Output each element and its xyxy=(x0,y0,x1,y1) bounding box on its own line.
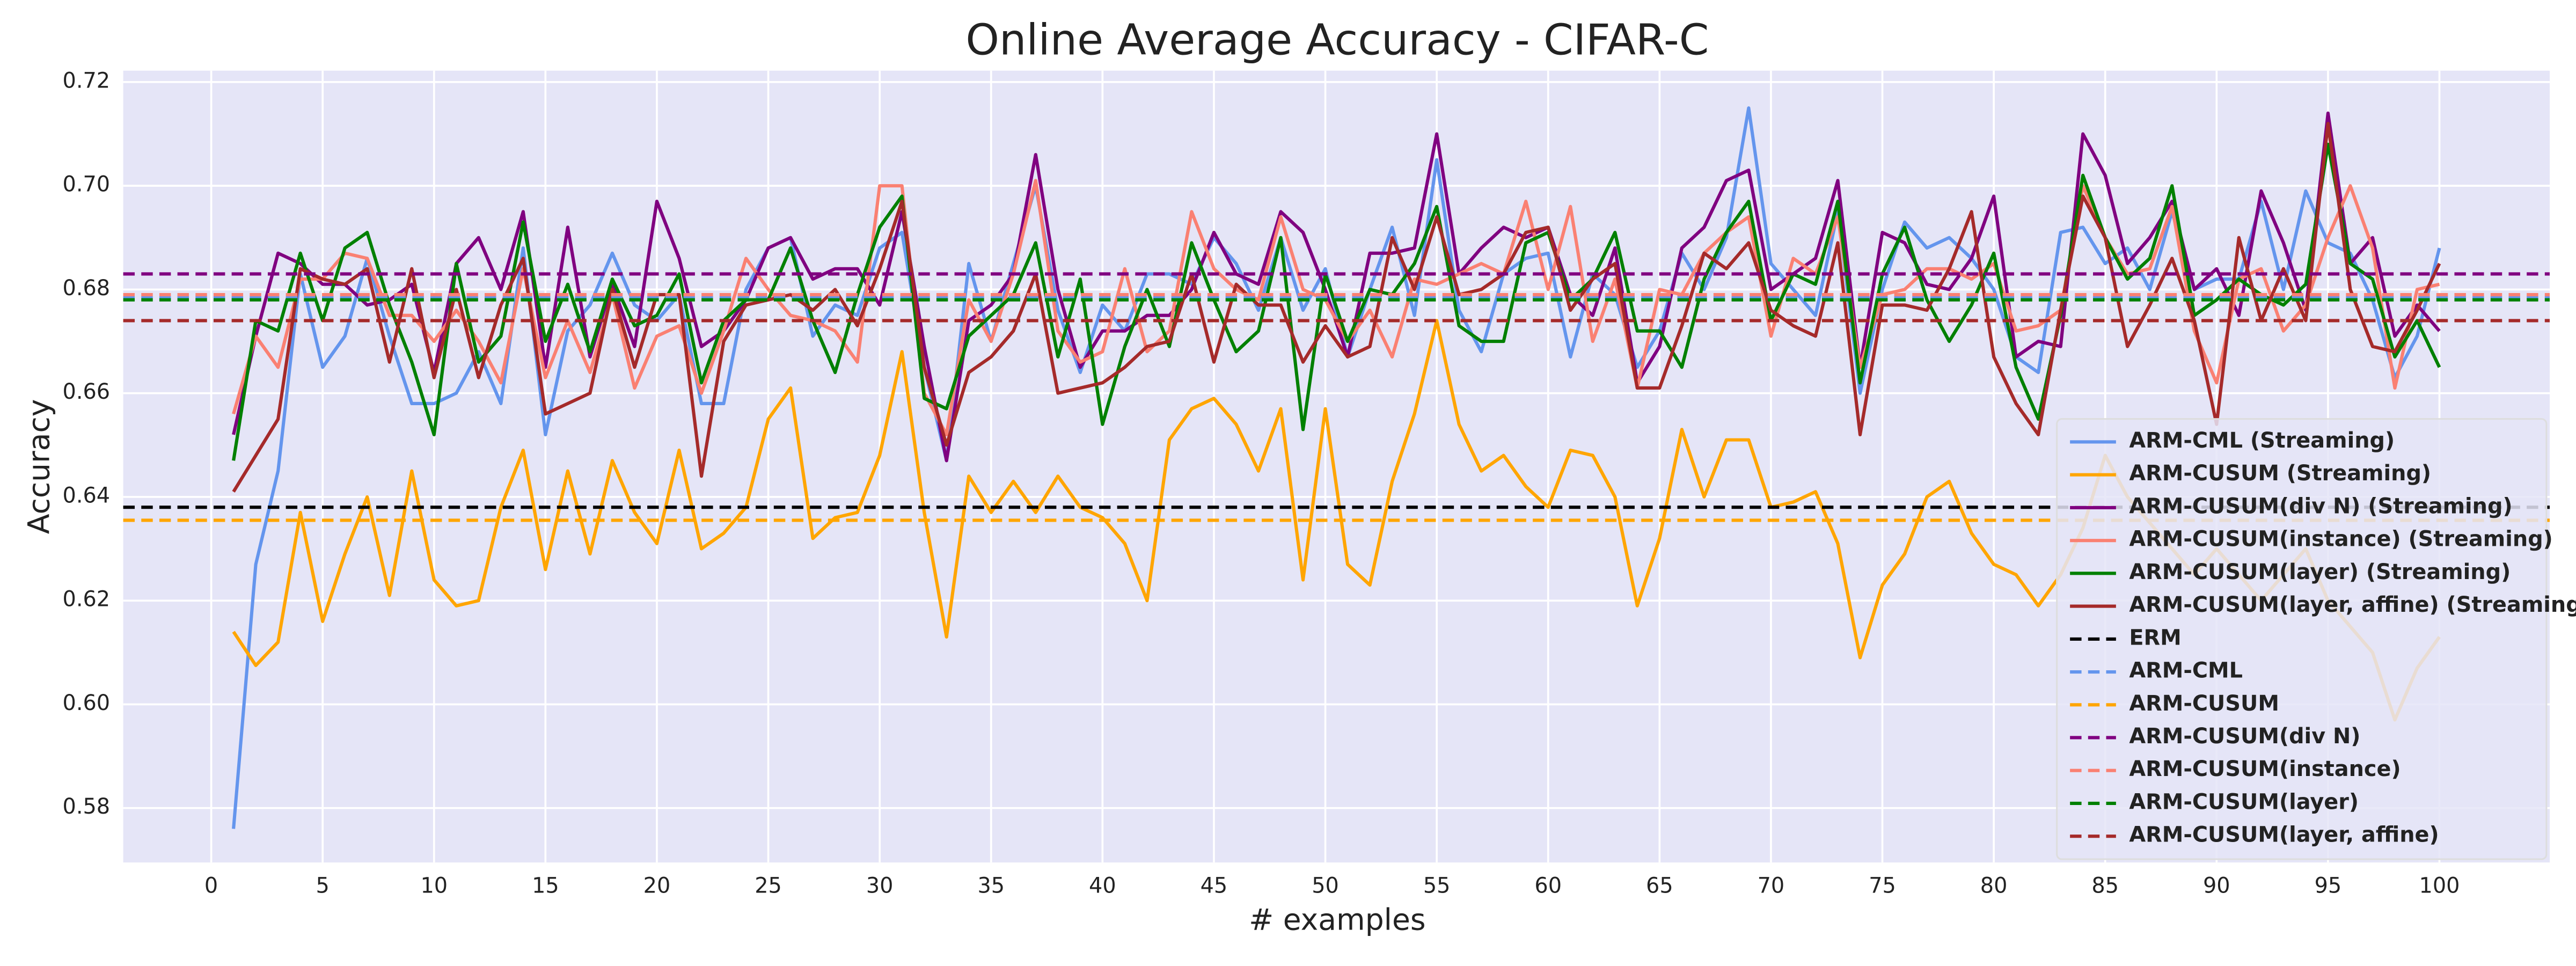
legend-label: ARM-CUSUM(layer, affine) xyxy=(2129,823,2439,847)
x-tick-label: 5 xyxy=(316,874,330,898)
legend-label: ARM-CML xyxy=(2129,658,2243,683)
y-tick-label: 0.60 xyxy=(63,691,111,715)
legend-label: ARM-CUSUM(div N) xyxy=(2129,724,2360,749)
x-tick-label: 90 xyxy=(2203,874,2230,898)
legend-label: ARM-CUSUM(instance) xyxy=(2129,757,2401,781)
x-tick-label: 35 xyxy=(977,874,1005,898)
legend-label: ARM-CUSUM xyxy=(2129,691,2279,716)
series-line xyxy=(232,122,2441,493)
x-tick-label: 100 xyxy=(2419,874,2460,898)
x-tick-label: 15 xyxy=(532,874,559,898)
x-tick-label: 50 xyxy=(1312,874,1339,898)
x-tick-label: 65 xyxy=(1646,874,1673,898)
x-tick-label: 45 xyxy=(1201,874,1228,898)
x-tick-label: 60 xyxy=(1534,874,1562,898)
x-tick-label: 70 xyxy=(1758,874,1785,898)
legend-label: ARM-CUSUM(layer, affine) (Streaming) xyxy=(2129,592,2576,617)
legend-label: ARM-CUSUM(div N) (Streaming) xyxy=(2129,494,2512,518)
x-tick-label: 95 xyxy=(2315,874,2342,898)
x-tick-label: 10 xyxy=(420,874,448,898)
y-tick-label: 0.64 xyxy=(63,483,111,508)
y-tick-label: 0.58 xyxy=(63,794,111,819)
x-tick-label: 75 xyxy=(1869,874,1896,898)
legend-label: ERM xyxy=(2129,625,2181,650)
y-tick-label: 0.62 xyxy=(63,587,111,612)
x-tick-label: 40 xyxy=(1089,874,1116,898)
legend-box xyxy=(2056,418,2548,860)
legend-label: ARM-CUSUM(layer) xyxy=(2129,789,2359,814)
y-tick-label: 0.66 xyxy=(63,379,111,404)
legend-label: ARM-CML (Streaming) xyxy=(2129,428,2395,453)
x-tick-label: 20 xyxy=(643,874,671,898)
x-tick-label: 30 xyxy=(866,874,894,898)
y-tick-label: 0.68 xyxy=(63,276,111,301)
y-axis-label: Accuracy xyxy=(22,399,56,535)
legend-label: ARM-CUSUM(layer) (Streaming) xyxy=(2129,560,2511,584)
y-tick-label: 0.70 xyxy=(63,172,111,197)
x-tick-label: 80 xyxy=(1980,874,2008,898)
legend-label: ARM-CUSUM (Streaming) xyxy=(2129,461,2431,486)
x-axis-label: # examples xyxy=(1249,902,1426,936)
lines xyxy=(123,106,2550,829)
legend-label: ARM-CUSUM(instance) (Streaming) xyxy=(2129,527,2553,552)
x-tick-label: 85 xyxy=(2091,874,2119,898)
x-tick-label: 25 xyxy=(755,874,782,898)
legend: ARM-CML (Streaming) ARM-CUSUM (Streaming)… xyxy=(2056,418,2576,860)
y-tick-label: 0.72 xyxy=(63,68,111,93)
chart-title: Online Average Accuracy - CIFAR-C xyxy=(965,15,1709,65)
x-tick-label: 0 xyxy=(204,874,218,898)
x-tick-label: 55 xyxy=(1423,874,1451,898)
